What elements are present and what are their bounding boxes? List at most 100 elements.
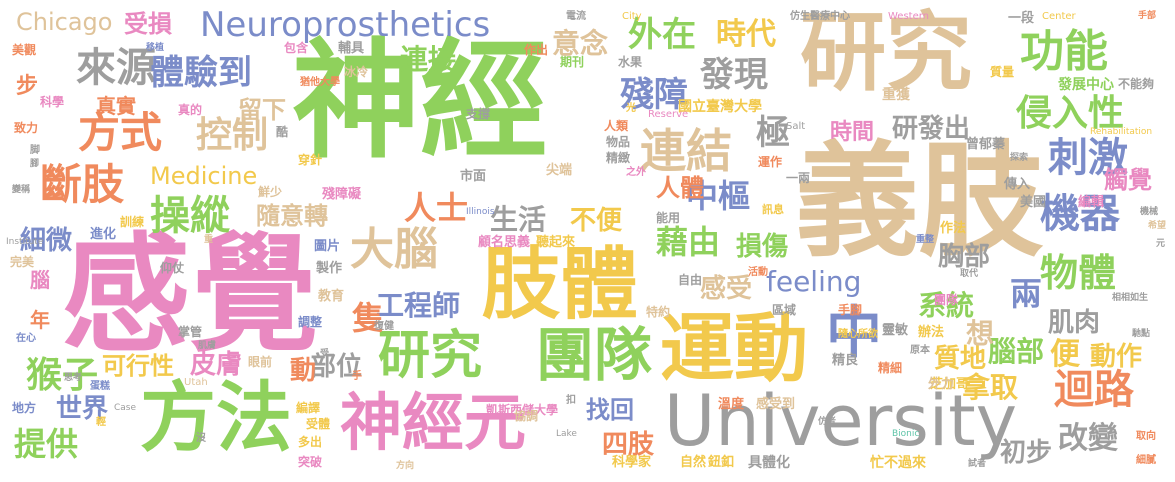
word-試者: 試者 <box>968 459 987 469</box>
word-自由: 自由 <box>678 273 703 287</box>
word-眼前: 眼前 <box>248 355 273 369</box>
word-世界: 世界 <box>56 394 109 424</box>
word-製作: 製作 <box>316 261 343 276</box>
word-找回: 找回 <box>586 396 634 424</box>
word-中樞: 中樞 <box>686 177 751 215</box>
word-凱斯西儲大學: 凱斯西儲大學 <box>486 403 559 417</box>
word-輕: 輕 <box>96 417 106 428</box>
word-光: 光 <box>626 103 636 114</box>
word-仰仗: 仰仗 <box>160 261 185 275</box>
word-chicago: Chicago <box>16 8 113 36</box>
word-留下: 留下 <box>238 96 286 124</box>
word-發現: 發現 <box>700 55 768 95</box>
word-支撐: 支撐 <box>466 107 491 121</box>
word-utah: Utah <box>184 377 208 388</box>
word-受: 受 <box>320 349 330 359</box>
word-來源: 來源 <box>76 45 156 91</box>
word-改變: 改變 <box>1058 421 1118 456</box>
word-真實: 真實 <box>96 94 136 118</box>
word-市面: 市面 <box>460 169 487 184</box>
word-區域: 區域 <box>772 303 797 317</box>
word-想: 想 <box>966 317 995 350</box>
word-取代: 取代 <box>960 269 979 279</box>
word-鈕釦: 鈕釦 <box>708 455 735 470</box>
word-真的: 真的 <box>178 103 203 117</box>
word-肌肉: 肌肉 <box>1048 308 1101 338</box>
word-突破: 突破 <box>298 455 323 469</box>
word-兩: 兩 <box>1010 275 1043 313</box>
word-bionic: Bionic <box>892 429 920 439</box>
word-步: 步 <box>16 74 39 99</box>
word-美觀: 美觀 <box>12 43 37 57</box>
word-方式: 方式 <box>78 108 163 157</box>
word-尖端: 尖端 <box>546 163 573 178</box>
word-city: City <box>622 11 642 22</box>
word-隨心所欲: 隨心所欲 <box>838 329 878 340</box>
word-電流: 電流 <box>566 11 586 22</box>
word-受損: 受損 <box>124 10 172 38</box>
word-斷肢: 斷肢 <box>40 160 125 209</box>
word-之外: 之外 <box>626 167 646 178</box>
word-國立臺灣大學: 國立臺灣大學 <box>678 99 762 115</box>
word-具體化: 具體化 <box>748 455 790 471</box>
word-活動: 活動 <box>748 267 768 278</box>
word-脚: 脚 <box>30 145 40 156</box>
word-鮮少: 鮮少 <box>258 185 283 199</box>
word-方向: 方向 <box>396 461 415 471</box>
word-取向: 取向 <box>1136 431 1156 442</box>
word-case: Case <box>114 403 137 413</box>
word-university: University <box>664 380 1018 462</box>
word-western: Western <box>888 11 930 22</box>
word-靈敏: 靈敏 <box>882 323 909 338</box>
word-溫度: 溫度 <box>718 397 745 412</box>
word-辦法: 辦法 <box>918 325 945 340</box>
word-質地: 質地 <box>934 344 987 374</box>
word-猴子: 猴子 <box>26 355 99 396</box>
word-期刊: 期刊 <box>560 55 585 69</box>
word-質量: 質量 <box>990 65 1015 79</box>
word-馳點: 馳點 <box>1132 329 1151 339</box>
word-傳入: 傳入 <box>1004 177 1031 192</box>
word-在心: 在心 <box>16 333 36 344</box>
word-肌膚: 肌膚 <box>198 341 217 351</box>
word-feeling: feeling <box>766 265 862 298</box>
word-迴路: 迴路 <box>1054 367 1134 413</box>
word-扣: 扣 <box>566 395 576 406</box>
word-水果: 水果 <box>618 55 643 69</box>
word-多出: 多出 <box>298 435 323 449</box>
word-精良: 精良 <box>832 353 859 368</box>
word-能用: 能用 <box>656 211 681 225</box>
word-刺激: 刺激 <box>1048 135 1128 181</box>
word-腳: 腳 <box>30 159 40 169</box>
word-研究-green: 研究 <box>378 326 483 386</box>
word-思考: 思考 <box>64 373 83 383</box>
word-發展中心: 發展中心 <box>1058 77 1114 93</box>
word-神經元: 神經元 <box>340 386 527 459</box>
word-芝加哥: 芝加哥 <box>930 377 970 392</box>
word-編輯: 編輯 <box>1078 195 1105 210</box>
word-元: 元 <box>1156 239 1166 249</box>
word-lake: Lake <box>556 429 577 439</box>
word-腦: 腦 <box>30 268 50 292</box>
word-感受到: 感受到 <box>756 397 796 412</box>
word-精細: 精細 <box>878 361 903 375</box>
word-忙不過來: 忙不過來 <box>870 455 926 471</box>
word-調整: 調整 <box>298 315 323 329</box>
word-教育: 教育 <box>318 289 345 304</box>
word-不能夠: 不能夠 <box>1118 77 1155 91</box>
word-salt: Salt <box>786 121 806 132</box>
word-物品: 物品 <box>606 135 631 149</box>
word-編譯: 編譯 <box>296 401 321 415</box>
word-重獲: 重獲 <box>882 87 910 103</box>
word-胸部: 胸部 <box>938 242 991 272</box>
word-包含: 包含 <box>284 41 309 55</box>
word-意念: 意念 <box>552 27 609 60</box>
word-圖片: 圖片 <box>314 239 341 254</box>
word-可行性: 可行性 <box>102 352 174 380</box>
word-特約: 特約 <box>646 305 671 319</box>
word-機器: 機器 <box>1040 191 1120 237</box>
word-隻: 隻 <box>352 299 385 337</box>
word-訊息: 訊息 <box>762 203 784 216</box>
word-細膩: 細膩 <box>1136 455 1156 466</box>
word-神經: 神經 <box>292 27 549 176</box>
